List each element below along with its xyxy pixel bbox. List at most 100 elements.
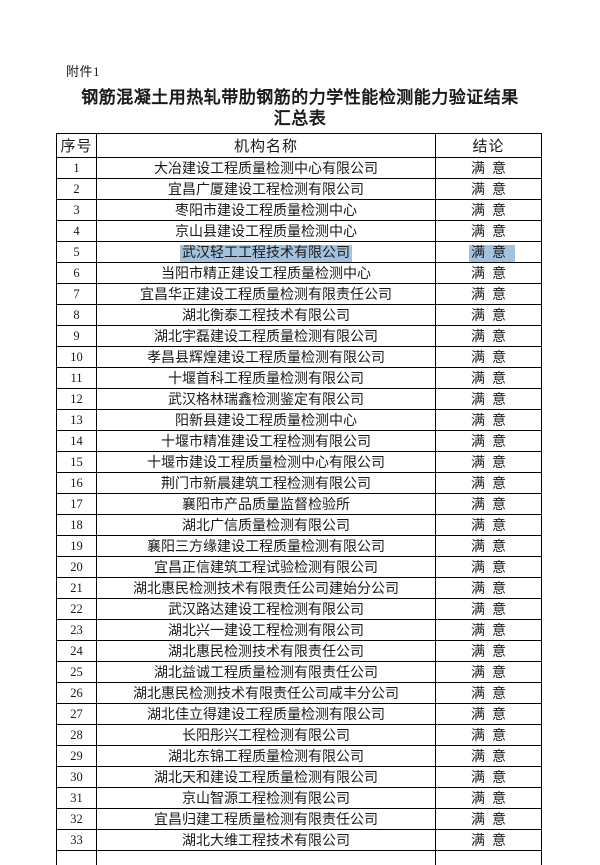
serial-number-text: 1 (73, 161, 79, 175)
org-name-text: 荆门市新晨建筑工程检测有限公司 (161, 477, 371, 492)
result-text: 满意 (471, 792, 513, 807)
result-cell (436, 851, 542, 865)
result-cell: 满意 (436, 263, 542, 284)
result-cell: 满意 (436, 830, 542, 851)
result-text: 满意 (471, 603, 513, 618)
serial-number-text: 15 (70, 455, 83, 469)
org-name-cell: 武汉格林瑞鑫检测鉴定有限公司 (97, 389, 436, 410)
result-cell: 满意 (436, 557, 542, 578)
serial-number-text: 14 (70, 434, 83, 448)
serial-number-text: 8 (73, 308, 79, 322)
org-name-cell: 十堰市建设工程质量检测中心有限公司 (97, 452, 436, 473)
serial-number-text: 26 (70, 686, 83, 700)
result-cell: 满意 (436, 662, 542, 683)
org-name-cell: 湖北广信质量检测有限公司 (97, 515, 436, 536)
org-name-cell: 湖北天和建设工程质量检测有限公司 (97, 767, 436, 788)
result-text: 满意 (471, 729, 513, 744)
result-text: 满意 (471, 687, 513, 702)
result-text: 满意 (471, 330, 513, 345)
org-name-cell: 阳新县建设工程质量检测中心 (97, 410, 436, 431)
serial-number-cell: 19 (57, 536, 97, 557)
org-name-cell: 大冶建设工程质量检测中心有限公司 (97, 158, 436, 179)
table-row: 20 宜昌正信建筑工程试验检测有限公司满意 (57, 557, 542, 578)
serial-number-text: 5 (73, 245, 79, 259)
serial-number-cell: 24 (57, 641, 97, 662)
org-name-cell: 襄阳市产品质量监督检验所 (97, 494, 436, 515)
org-name-cell: 枣阳市建设工程质量检测中心 (97, 200, 436, 221)
result-cell: 满意 (436, 326, 542, 347)
org-name-cell: 宜昌正信建筑工程试验检测有限公司 (97, 557, 436, 578)
col-header-org-name: 机构名称 (97, 134, 436, 158)
org-name-text: 大冶建设工程质量检测中心有限公司 (154, 162, 378, 177)
result-cell: 满意 (436, 641, 542, 662)
table-header: 序号 机构名称 结论 (57, 134, 542, 158)
serial-number-cell: 20 (57, 557, 97, 578)
serial-number-cell: 13 (57, 410, 97, 431)
org-name-text: 湖北东锦工程质量检测有限公司 (168, 750, 364, 765)
org-name-cell: 襄阳三方缘建设工程质量检测有限公司 (97, 536, 436, 557)
org-name-cell: 宜昌广厦建设工程检测有限公司 (97, 179, 436, 200)
org-name-cell: 武汉路达建设工程检测有限公司 (97, 599, 436, 620)
serial-number-cell: 12 (57, 389, 97, 410)
result-cell: 满意 (436, 578, 542, 599)
org-name-cell: 孝昌县辉煌建设工程质量检测有限公司 (97, 347, 436, 368)
result-cell: 满意 (436, 725, 542, 746)
result-cell: 满意 (436, 242, 542, 263)
serial-number-text: 23 (70, 623, 83, 637)
page-title: 钢筋混凝土用热轧带肋钢筋的力学性能检测能力验证结果 汇总表 (0, 87, 600, 129)
org-name-text: 十堰首科工程质量检测有限公司 (168, 372, 364, 387)
org-name-cell: 宜昌归建工程质量检测有限责任公司 (97, 809, 436, 830)
org-name-cell: 十堰市精准建设工程检测有限公司 (97, 431, 436, 452)
result-text: 满意 (471, 372, 513, 387)
col-header-serial: 序号 (57, 134, 97, 158)
result-text: 满意 (471, 582, 513, 597)
org-name-text: 长阳彤兴工程检测有限公司 (182, 729, 350, 744)
serial-number-cell: 21 (57, 578, 97, 599)
result-cell: 满意 (436, 389, 542, 410)
org-name-text: 当阳市精正建设工程质量检测中心 (161, 267, 371, 282)
serial-number-text: 12 (70, 392, 83, 406)
serial-number-text: 29 (70, 749, 83, 763)
org-name-text: 十堰市精准建设工程检测有限公司 (161, 435, 371, 450)
result-cell: 满意 (436, 368, 542, 389)
serial-number-cell: 26 (57, 683, 97, 704)
serial-number-cell: 3 (57, 200, 97, 221)
org-name-text: 湖北兴一建设工程检测有限公司 (168, 624, 364, 639)
serial-number-text: 25 (70, 665, 83, 679)
serial-number-cell: 29 (57, 746, 97, 767)
serial-number-cell: 5 (57, 242, 97, 263)
org-name-cell: 湖北惠民检测技术有限责任公司建始分公司 (97, 578, 436, 599)
serial-number-cell: 16 (57, 473, 97, 494)
serial-number-cell: 23 (57, 620, 97, 641)
result-text: 满意 (471, 708, 513, 723)
table-row: 15 十堰市建设工程质量检测中心有限公司 满意 (57, 452, 542, 473)
result-text: 满意 (471, 834, 513, 849)
org-name-text: 京山县建设工程质量检测中心 (175, 225, 357, 240)
result-text: 满意 (471, 309, 513, 324)
result-text: 满意 (471, 351, 513, 366)
serial-number-cell: 7 (57, 284, 97, 305)
serial-number-text: 20 (70, 560, 83, 574)
serial-number-cell: 4 (57, 221, 97, 242)
org-name-cell: 荆门市新晨建筑工程检测有限公司 (97, 473, 436, 494)
org-name-cell: 京山智源工程检测有限公司 (97, 788, 436, 809)
org-name-cell: 湖北佳立得建设工程质量检测有限公司 (97, 704, 436, 725)
result-cell: 满意 (436, 809, 542, 830)
result-text: 满意 (471, 456, 513, 471)
result-cell: 满意 (436, 704, 542, 725)
